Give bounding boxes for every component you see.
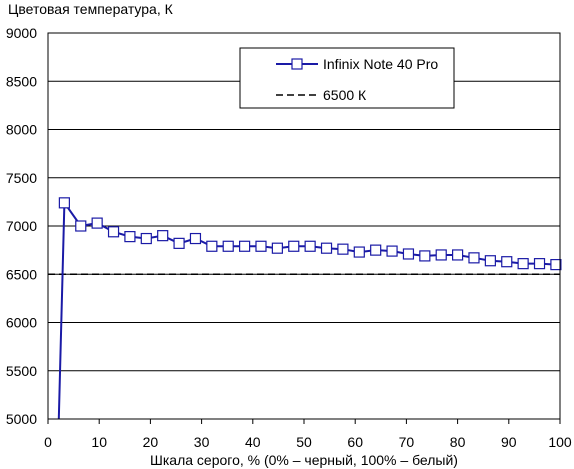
legend: Infinix Note 40 Pro 6500 К xyxy=(239,47,455,109)
x-tick-label: 50 xyxy=(296,434,312,450)
data-point xyxy=(140,232,152,245)
data-point xyxy=(173,237,185,249)
y-tick-label: 7500 xyxy=(6,170,37,186)
data-point xyxy=(222,240,234,252)
data-point xyxy=(386,245,398,257)
y-tick-label: 5000 xyxy=(6,411,37,427)
y-tick-label: 6500 xyxy=(6,266,37,282)
data-point xyxy=(288,240,300,252)
x-tick-label: 40 xyxy=(245,434,261,450)
data-point xyxy=(124,231,136,243)
data-point xyxy=(353,246,365,258)
data-point xyxy=(550,259,562,271)
x-tick-label: 30 xyxy=(194,434,210,450)
grid-lines xyxy=(48,80,560,372)
data-point xyxy=(157,230,169,242)
data-point xyxy=(484,255,496,267)
data-point xyxy=(337,243,349,255)
y-tick-label: 8000 xyxy=(6,122,37,138)
data-point xyxy=(271,242,283,254)
data-point xyxy=(58,197,70,209)
data-point xyxy=(435,249,447,261)
data-point xyxy=(468,252,480,264)
y-tick-label: 6000 xyxy=(6,315,37,331)
legend-label-series: Infinix Note 40 Pro xyxy=(323,56,438,72)
y-tick-label: 9000 xyxy=(6,25,37,41)
data-point xyxy=(206,240,218,252)
x-tick-label: 80 xyxy=(450,434,466,450)
x-tick-label: 90 xyxy=(501,434,517,450)
data-point xyxy=(501,256,513,268)
data-point xyxy=(402,248,415,260)
legend-marker-series xyxy=(291,58,303,70)
legend-label-reference: 6500 К xyxy=(323,87,367,103)
x-tick-label: 0 xyxy=(44,434,52,450)
x-tick-label: 20 xyxy=(143,434,159,450)
y-axis-ticks: 5000 5500 6000 6500 7000 7500 8000 8500 9000 xyxy=(6,25,37,427)
x-axis-ticks: 0 10 20 30 40 50 60 70 80 90 100 xyxy=(44,419,572,450)
legend-box xyxy=(239,47,455,109)
y-tick-label: 8500 xyxy=(6,73,37,89)
chart-title: Цветовая температура, К xyxy=(8,1,174,17)
data-point xyxy=(370,244,382,256)
data-point xyxy=(75,220,87,232)
x-tick-label: 10 xyxy=(91,434,107,450)
data-point xyxy=(189,232,202,245)
data-point xyxy=(255,240,267,252)
plot-frame xyxy=(47,32,561,420)
x-tick-label: 70 xyxy=(399,434,415,450)
x-tick-label: 100 xyxy=(548,434,572,450)
data-point xyxy=(304,240,316,252)
y-tick-label: 7000 xyxy=(6,218,37,234)
data-point xyxy=(320,242,333,254)
data-point xyxy=(91,217,103,229)
x-tick-label: 60 xyxy=(347,434,363,450)
data-point xyxy=(107,226,120,238)
data-point xyxy=(517,258,529,270)
data-point xyxy=(419,250,431,262)
data-point xyxy=(452,249,464,261)
data-point xyxy=(533,258,546,270)
data-point xyxy=(239,240,251,252)
series-layer xyxy=(48,197,562,420)
y-tick-label: 5500 xyxy=(6,363,37,379)
x-axis-label: Шкала серого, % (0% – черный, 100% – бел… xyxy=(150,452,458,468)
